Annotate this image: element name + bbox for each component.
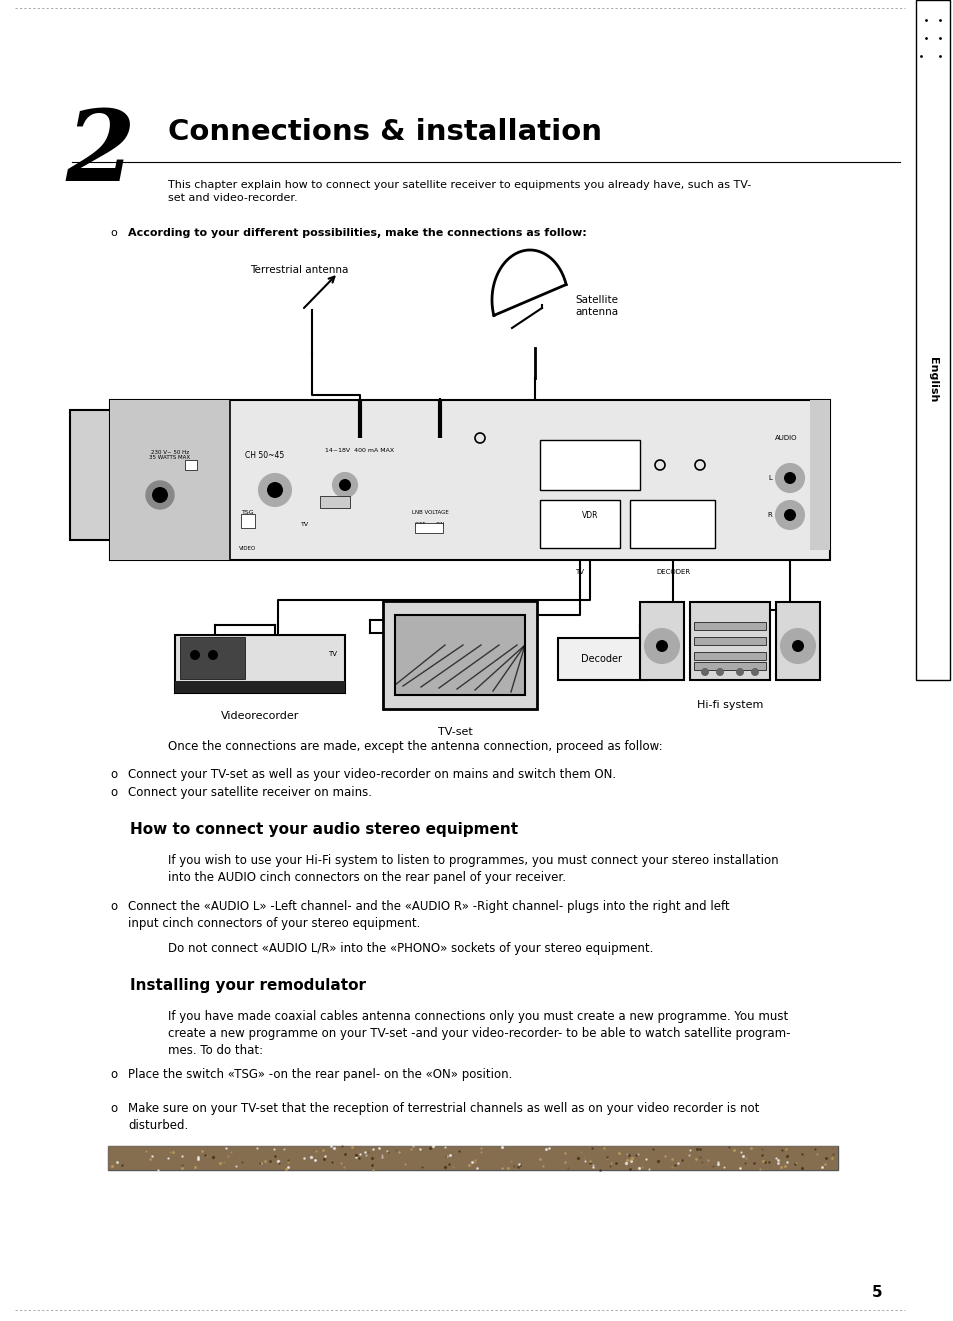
Text: Connections & installation: Connections & installation	[168, 118, 601, 147]
Circle shape	[775, 464, 803, 491]
Text: o: o	[111, 1102, 117, 1115]
Text: L: L	[767, 476, 771, 481]
Text: o: o	[111, 900, 117, 913]
Circle shape	[338, 480, 351, 491]
Bar	[639, 602, 683, 680]
Text: TV: TV	[575, 569, 584, 575]
Text: Terrestrial antenna: Terrestrial antenna	[250, 266, 348, 275]
Bar	[241, 514, 254, 528]
Bar	[319, 495, 350, 509]
Bar	[70, 410, 110, 540]
Text: o: o	[111, 768, 117, 781]
Circle shape	[775, 501, 803, 528]
Circle shape	[700, 668, 708, 676]
Text: Videorecorder: Videorecorder	[220, 711, 299, 721]
Text: TV: TV	[328, 651, 336, 657]
Text: Hi-fi system: Hi-fi system	[696, 700, 762, 709]
Text: Once the connections are made, except the antenna connection, proceed as follow:: Once the connections are made, except th…	[168, 740, 662, 753]
Text: o: o	[111, 1067, 117, 1081]
Circle shape	[656, 639, 667, 653]
Bar	[915, 0, 949, 680]
Text: TSG: TSG	[241, 510, 254, 514]
Text: Connect your satellite receiver on mains.: Connect your satellite receiver on mains…	[128, 786, 372, 799]
Text: CH 50~45: CH 50~45	[245, 450, 284, 460]
Circle shape	[644, 629, 679, 663]
Circle shape	[190, 650, 200, 660]
Text: R: R	[767, 513, 772, 518]
Bar	[180, 637, 245, 679]
Bar	[110, 400, 829, 560]
Circle shape	[783, 509, 795, 520]
Bar	[110, 400, 230, 560]
Text: Installing your remodulator: Installing your remodulator	[130, 978, 366, 993]
Bar	[415, 523, 442, 532]
Text: VIDEO: VIDEO	[239, 546, 256, 551]
Text: OFF      ON: OFF ON	[415, 523, 444, 527]
Bar	[693, 637, 765, 645]
Bar	[693, 662, 765, 670]
Bar	[382, 601, 537, 709]
Bar	[809, 400, 829, 550]
Bar	[185, 460, 196, 470]
Bar	[775, 602, 820, 680]
Bar	[558, 638, 645, 680]
Text: 230 V~ 50 Hz
35 WATTS MAX: 230 V~ 50 Hz 35 WATTS MAX	[150, 449, 191, 461]
Circle shape	[146, 481, 173, 509]
Text: Decoder: Decoder	[581, 654, 622, 664]
Circle shape	[791, 639, 803, 653]
Bar	[108, 1147, 837, 1170]
Text: TV-set: TV-set	[437, 727, 472, 737]
Text: o: o	[111, 229, 117, 238]
Bar	[689, 602, 769, 680]
Text: Connect your TV-set as well as your video-recorder on mains and switch them ON.: Connect your TV-set as well as your vide…	[128, 768, 616, 781]
Text: 5: 5	[871, 1285, 882, 1300]
Circle shape	[735, 668, 743, 676]
Bar	[174, 682, 345, 694]
Text: Make sure on your TV-set that the reception of terrestrial channels as well as o: Make sure on your TV-set that the recept…	[128, 1102, 759, 1132]
Text: This chapter explain how to connect your satellite receiver to equipments you al: This chapter explain how to connect your…	[168, 180, 750, 203]
Text: o: o	[111, 786, 117, 799]
Text: English: English	[927, 357, 937, 403]
Circle shape	[267, 482, 283, 498]
Circle shape	[783, 472, 795, 483]
Text: TV: TV	[300, 523, 309, 527]
Text: If you have made coaxial cables antenna connections only you must create a new p: If you have made coaxial cables antenna …	[168, 1011, 790, 1057]
Bar	[539, 501, 619, 548]
Text: According to your different possibilities, make the connections as follow:: According to your different possibilitie…	[128, 229, 586, 238]
Circle shape	[258, 474, 291, 506]
Text: Do not connect «AUDIO L/R» into the «PHONO» sockets of your stereo equipment.: Do not connect «AUDIO L/R» into the «PHO…	[168, 942, 653, 955]
Text: 2: 2	[65, 104, 134, 202]
Circle shape	[716, 668, 723, 676]
Bar	[395, 616, 524, 695]
Text: If you wish to use your Hi-Fi system to listen to programmes, you must connect y: If you wish to use your Hi-Fi system to …	[168, 853, 778, 884]
Bar	[693, 622, 765, 630]
Bar	[629, 501, 714, 548]
Circle shape	[152, 487, 168, 503]
Text: Satellite
antenna: Satellite antenna	[575, 295, 618, 317]
Text: How to connect your audio stereo equipment: How to connect your audio stereo equipme…	[130, 822, 517, 838]
Text: 14~18V  400 mA MAX: 14~18V 400 mA MAX	[325, 448, 395, 453]
Text: LNB VOLTAGE: LNB VOLTAGE	[411, 510, 448, 514]
Bar	[693, 653, 765, 660]
Text: Connect the «AUDIO L» -Left channel- and the «AUDIO R» -Right channel- plugs int: Connect the «AUDIO L» -Left channel- and…	[128, 900, 729, 930]
Bar	[108, 1147, 837, 1170]
Text: Place the switch «TSG» -on the rear panel- on the «ON» position.: Place the switch «TSG» -on the rear pane…	[128, 1067, 512, 1081]
Circle shape	[208, 650, 218, 660]
Circle shape	[750, 668, 759, 676]
Circle shape	[781, 629, 814, 663]
Text: AUDIO: AUDIO	[774, 435, 797, 441]
Text: VDR: VDR	[581, 510, 598, 519]
Bar	[539, 440, 639, 490]
Text: DECODER: DECODER	[656, 569, 689, 575]
Circle shape	[333, 473, 356, 497]
Bar	[174, 635, 345, 694]
